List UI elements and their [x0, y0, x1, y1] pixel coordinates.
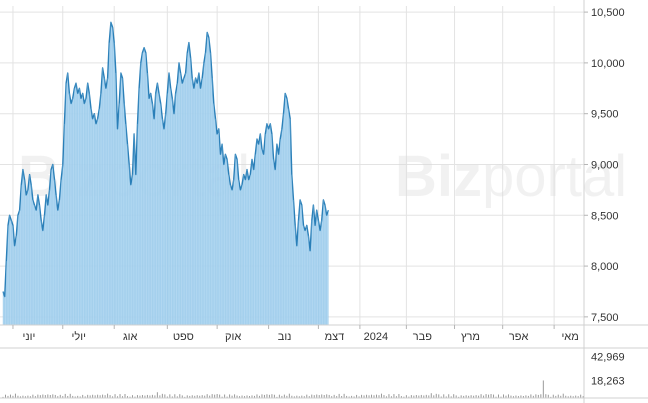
x-tick-label: אוק	[225, 331, 241, 343]
y-tick-label: 10,500	[591, 7, 625, 19]
y-tick-label: 7,500	[591, 312, 619, 324]
watermark-bold-2: Biz	[395, 144, 482, 209]
svg-text:Bizportal: Bizportal	[395, 144, 627, 209]
x-tick-label: יוני	[23, 331, 36, 343]
x-tick-label: יולי	[72, 330, 86, 343]
x-tick-label: נוב	[278, 331, 292, 343]
x-tick-label: מאי	[561, 331, 578, 343]
x-tick-label: ספט	[173, 331, 194, 343]
x-tick-label: אוג	[123, 331, 138, 343]
y-tick-label: 10,000	[591, 58, 625, 70]
y-tick-label: 8,500	[591, 210, 619, 222]
y-tick-label: 9,000	[591, 159, 619, 171]
x-tick-label: מרץ	[461, 331, 480, 343]
y-tick-labels: 10,500 10,000 9,500 9,000 8,500 8,000 7,500	[591, 7, 625, 324]
x-tick-label: 2024	[364, 331, 388, 343]
y-tick-label: 8,000	[591, 261, 619, 273]
x-tick-label: אפר	[509, 331, 529, 343]
price-hatch-layer	[2, 22, 329, 325]
watermark-light-2: portal	[482, 144, 627, 209]
volume-tick-labels: 42,969 18,263	[591, 352, 625, 388]
x-tick-label: דצמ	[325, 331, 345, 343]
x-tick-label: פבר	[413, 331, 432, 343]
volume-tick-label: 42,969	[591, 352, 625, 364]
x-tick-labels: יוני יולי אוג ספט אוק נוב דצמ 2024 פבר מרץ אפר מאי	[23, 330, 579, 343]
y-tick-label: 9,500	[591, 109, 619, 121]
volume-tick-label: 18,263	[591, 375, 625, 387]
